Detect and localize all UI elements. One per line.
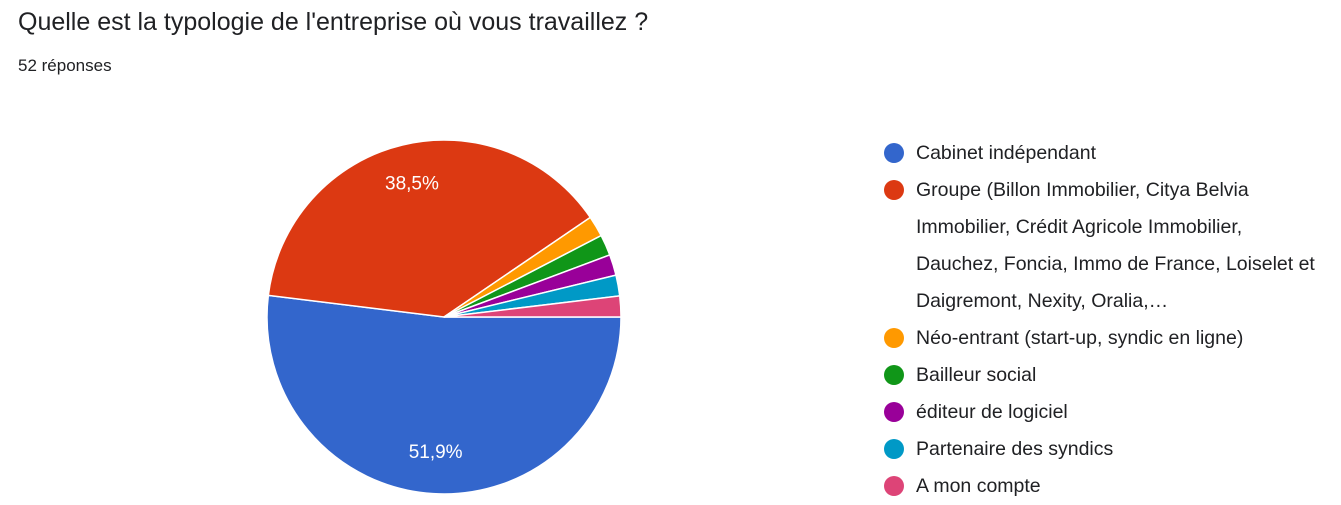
legend-label: éditeur de logiciel [916, 401, 1068, 423]
legend-item: Bailleur social [884, 357, 1329, 394]
legend-label: Cabinet indépendant [916, 142, 1096, 164]
chart: 51,9% 38,5% [266, 139, 622, 495]
legend-swatch [884, 143, 904, 163]
legend-item: éditeur de logiciel [884, 394, 1329, 431]
legend-label: A mon compte [916, 475, 1041, 497]
legend: Cabinet indépendant Groupe (Billon Immobi… [884, 135, 1329, 505]
pie-slice [267, 139, 592, 318]
legend-label: Partenaire des syndics [916, 438, 1114, 460]
legend-label: Bailleur social [916, 364, 1037, 386]
legend-item: Partenaire des syndics [884, 431, 1329, 468]
legend-item: Néo-entrant (start-up, syndic en ligne) [884, 320, 1329, 357]
legend-swatch [884, 402, 904, 422]
legend-label: Groupe (Billon Immobilier, Citya Belvia … [916, 179, 1315, 312]
data-label: 38,5% [385, 174, 439, 195]
legend-swatch [884, 365, 904, 385]
legend-swatch [884, 476, 904, 496]
legend-label: Néo-entrant (start-up, syndic en ligne) [916, 327, 1244, 349]
pie-slice [266, 294, 622, 495]
legend-item: Cabinet indépendant [884, 135, 1329, 172]
legend-swatch [884, 439, 904, 459]
pie-slice [443, 295, 622, 318]
legend-swatch [884, 180, 904, 200]
chart-subtitle: 52 réponses [18, 56, 112, 75]
data-label: 51,9% [409, 442, 463, 463]
legend-swatch [884, 328, 904, 348]
legend-item: Groupe (Billon Immobilier, Citya Belvia … [884, 172, 1329, 320]
legend-item: A mon compte [884, 468, 1329, 505]
chart-title: Quelle est la typologie de l'entreprise … [18, 8, 649, 36]
